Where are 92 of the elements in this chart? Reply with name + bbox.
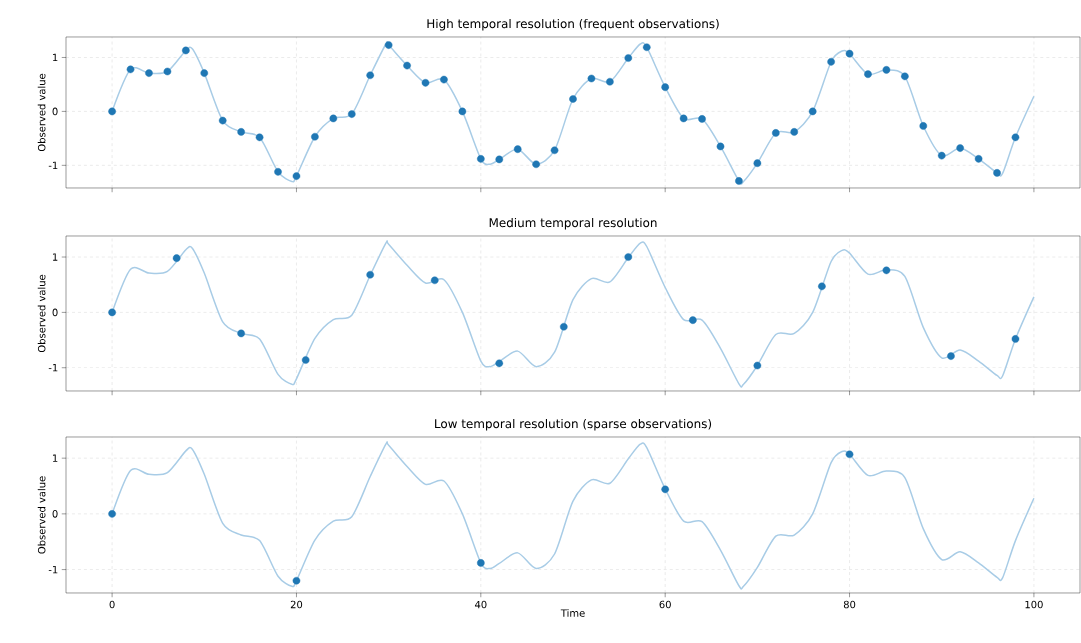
point <box>347 110 356 118</box>
point <box>974 155 983 163</box>
point <box>790 128 799 136</box>
point <box>901 72 909 81</box>
point <box>292 576 301 585</box>
y-tick-label: -1 <box>48 364 58 372</box>
point <box>624 253 633 261</box>
x-tick-label: 80 <box>843 600 856 609</box>
point <box>182 46 190 55</box>
point <box>403 61 411 70</box>
y-tick-label: 1 <box>52 53 58 62</box>
point <box>237 128 245 136</box>
point <box>440 75 448 84</box>
point <box>532 160 540 169</box>
point <box>513 145 522 153</box>
point <box>818 282 826 291</box>
point <box>827 57 835 66</box>
point <box>145 69 153 77</box>
point <box>384 41 393 49</box>
point <box>550 146 559 155</box>
point <box>237 329 245 338</box>
point <box>661 83 669 91</box>
point <box>292 172 301 180</box>
point <box>495 359 504 368</box>
point <box>845 49 854 58</box>
point <box>421 79 430 87</box>
point <box>716 142 725 151</box>
x-tick-label: 20 <box>290 600 303 609</box>
chart-title: High temporal resolution (frequent observations) <box>427 18 719 31</box>
y-tick-label: 1 <box>52 454 58 462</box>
x-tick-label: 100 <box>1025 600 1043 609</box>
point <box>311 132 319 141</box>
point <box>772 129 780 137</box>
x-tick-label: 40 <box>474 600 487 609</box>
point <box>108 107 116 116</box>
point <box>163 67 172 76</box>
point <box>679 114 688 123</box>
point <box>108 308 116 317</box>
point <box>993 169 1001 177</box>
point <box>218 116 227 125</box>
point <box>753 361 762 370</box>
y-tick-label: 0 <box>52 308 58 317</box>
point <box>606 77 614 86</box>
point <box>864 70 872 78</box>
y-tick-label: -1 <box>48 161 58 169</box>
x-tick-label: 60 <box>659 600 671 609</box>
point <box>947 352 955 360</box>
point <box>956 144 964 152</box>
chart-title: Low temporal resolution (sparse observations) <box>435 418 712 431</box>
chart-title: Medium temporal resolution <box>489 217 657 230</box>
point <box>808 107 817 116</box>
point <box>559 322 568 331</box>
point <box>108 510 116 518</box>
point <box>274 168 282 176</box>
point <box>698 115 706 123</box>
y-axis-title: Observed value <box>37 476 46 554</box>
point <box>301 356 310 364</box>
point <box>735 177 743 185</box>
point <box>495 155 504 164</box>
x-tick-label: 0 <box>109 600 115 609</box>
point <box>882 266 891 275</box>
y-tick-label: 0 <box>52 510 58 518</box>
point <box>569 95 577 103</box>
point <box>366 71 375 80</box>
point <box>477 559 485 567</box>
y-tick-label: 0 <box>52 107 58 116</box>
point <box>126 65 135 74</box>
point <box>937 151 946 160</box>
point <box>172 254 181 262</box>
point <box>1011 335 1020 343</box>
point <box>753 159 762 167</box>
point <box>919 122 928 130</box>
y-axis-title: Observed value <box>37 73 46 152</box>
point <box>661 485 669 494</box>
point <box>1011 133 1020 142</box>
point <box>642 43 651 52</box>
point <box>624 54 633 62</box>
point <box>366 270 375 279</box>
point <box>689 316 697 324</box>
point <box>587 74 596 83</box>
y-tick-label: -1 <box>48 565 58 574</box>
point <box>430 276 439 285</box>
point <box>477 155 485 163</box>
point <box>458 107 467 116</box>
point <box>845 450 854 459</box>
y-axis-title: Observed value <box>37 274 46 353</box>
point <box>200 69 209 77</box>
point <box>329 114 338 123</box>
x-axis-title: Time <box>560 609 585 617</box>
y-tick-label: 1 <box>52 253 58 261</box>
point <box>255 133 264 142</box>
point <box>882 66 891 74</box>
